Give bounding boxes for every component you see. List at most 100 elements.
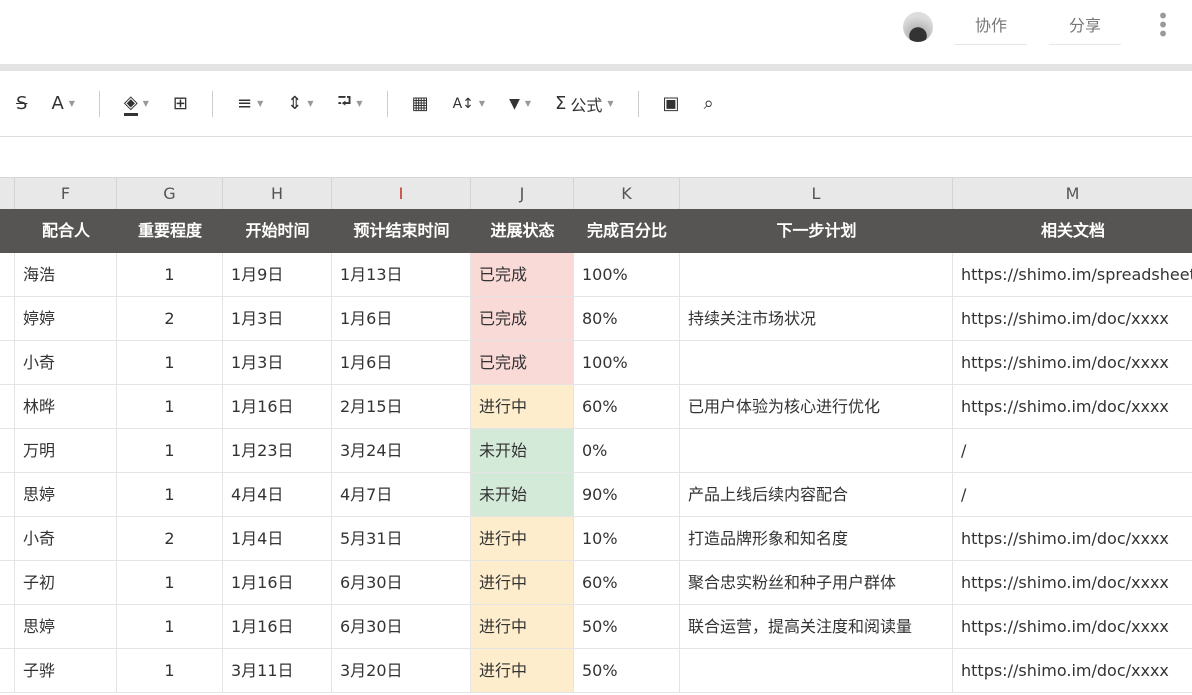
status-cell[interactable]: 已完成 [471,341,574,384]
column-header-L[interactable]: L [680,178,953,209]
avatar[interactable] [903,12,933,42]
cell[interactable]: https://shimo.im/doc/xxxx [953,385,1192,428]
cell[interactable]: 思婷 [15,473,117,516]
status-cell[interactable]: 已完成 [471,253,574,296]
cell[interactable]: 1月9日 [223,253,332,296]
cell[interactable]: 打造品牌形象和知名度 [680,517,953,560]
wrap-button[interactable]: ⮒ ▼ [338,89,363,119]
cell[interactable]: https://shimo.im/spreadsheet [953,253,1192,296]
cell[interactable]: 小奇 [15,341,117,384]
cell[interactable]: https://shimo.im/doc/xxxx [953,561,1192,604]
strikethrough-icon[interactable]: S [16,93,28,114]
cell[interactable]: https://shimo.im/doc/xxxx [953,517,1192,560]
cell[interactable]: 产品上线后续内容配合 [680,473,953,516]
cell[interactable] [680,649,953,692]
cell[interactable]: 1月16日 [223,385,332,428]
vertical-align-button[interactable]: ⇕ ▼ [287,93,314,114]
cell[interactable]: 10% [574,517,680,560]
collaborate-button[interactable]: 协作 [955,10,1027,45]
cell[interactable]: 60% [574,561,680,604]
cell[interactable]: 1月23日 [223,429,332,472]
status-cell[interactable]: 进行中 [471,385,574,428]
row-number[interactable] [0,561,15,604]
cell[interactable]: https://shimo.im/doc/xxxx [953,649,1192,692]
cell[interactable]: 婷婷 [15,297,117,340]
formula-button[interactable]: Σ 公式 ▼ [555,93,614,115]
cell[interactable]: 联合运营，提高关注度和阅读量 [680,605,953,648]
row-number[interactable] [0,429,15,472]
status-cell[interactable]: 已完成 [471,297,574,340]
cell[interactable]: 1 [117,253,223,296]
cell[interactable]: 林晔 [15,385,117,428]
row-number[interactable] [0,649,15,692]
cell[interactable]: 万明 [15,429,117,472]
column-header-H[interactable]: H [223,178,332,209]
cell[interactable]: 1月4日 [223,517,332,560]
header-cell[interactable]: 进展状态 [490,221,555,240]
cell[interactable]: 1月13日 [332,253,471,296]
row-number[interactable] [0,473,15,516]
cell[interactable]: / [953,473,1192,516]
cell[interactable]: 2 [117,297,223,340]
column-header-G[interactable]: G [117,178,223,209]
column-header-J[interactable]: J [471,178,574,209]
column-header-I[interactable]: I [332,178,471,209]
status-cell[interactable]: 未开始 [471,473,574,516]
row-number[interactable] [0,385,15,428]
cell[interactable]: 90% [574,473,680,516]
row-number[interactable] [0,253,15,296]
status-cell[interactable]: 进行中 [471,517,574,560]
column-header-F[interactable]: F [15,178,117,209]
cell[interactable]: 60% [574,385,680,428]
cell[interactable]: https://shimo.im/doc/xxxx [953,297,1192,340]
find-icon[interactable]: ⌕ [703,93,714,114]
cell[interactable]: 2月15日 [332,385,471,428]
cell[interactable]: 聚合忠实粉丝和种子用户群体 [680,561,953,604]
filter-button[interactable]: ▼ ▼ [509,95,531,112]
row-number[interactable] [0,605,15,648]
row-number[interactable] [0,517,15,560]
cell[interactable]: 100% [574,341,680,384]
cell[interactable]: 思婷 [15,605,117,648]
cell[interactable]: 2 [117,517,223,560]
cell[interactable]: https://shimo.im/doc/xxxx [953,605,1192,648]
cell[interactable] [680,429,953,472]
merge-cells-icon[interactable]: ⊞ [172,93,189,114]
cell[interactable]: 1 [117,385,223,428]
cell[interactable]: / [953,429,1192,472]
cell[interactable]: 1 [117,605,223,648]
cell[interactable]: 3月20日 [332,649,471,692]
share-button[interactable]: 分享 [1049,10,1121,45]
cell[interactable]: 1 [117,341,223,384]
cell[interactable]: 1月16日 [223,561,332,604]
column-header-K[interactable]: K [574,178,680,209]
status-cell[interactable]: 进行中 [471,649,574,692]
cell[interactable]: 1 [117,429,223,472]
cell[interactable]: 子初 [15,561,117,604]
header-cell[interactable]: 重要程度 [137,221,202,240]
cell[interactable]: 1 [117,649,223,692]
cell[interactable]: 1月16日 [223,605,332,648]
cell[interactable]: https://shimo.im/doc/xxxx [953,341,1192,384]
cell[interactable]: 小奇 [15,517,117,560]
row-number[interactable] [0,297,15,340]
cell[interactable]: 6月30日 [332,561,471,604]
cell[interactable]: 5月31日 [332,517,471,560]
image-icon[interactable]: ▣ [662,93,680,114]
cell[interactable]: 4月4日 [223,473,332,516]
status-cell[interactable]: 未开始 [471,429,574,472]
cell[interactable]: 100% [574,253,680,296]
header-cell[interactable]: 配合人 [41,221,90,240]
corner[interactable] [0,178,15,209]
header-cell[interactable]: 下一步计划 [776,221,857,240]
cell[interactable]: 3月11日 [223,649,332,692]
cell[interactable]: 80% [574,297,680,340]
status-cell[interactable]: 进行中 [471,605,574,648]
cell[interactable] [680,341,953,384]
sort-button[interactable]: A↕ ▼ [452,95,486,112]
header-cell[interactable]: 相关文档 [1040,221,1105,240]
header-cell[interactable]: 完成百分比 [586,221,667,240]
cell[interactable]: 50% [574,605,680,648]
cell[interactable]: 3月24日 [332,429,471,472]
cell[interactable]: 持续关注市场状况 [680,297,953,340]
